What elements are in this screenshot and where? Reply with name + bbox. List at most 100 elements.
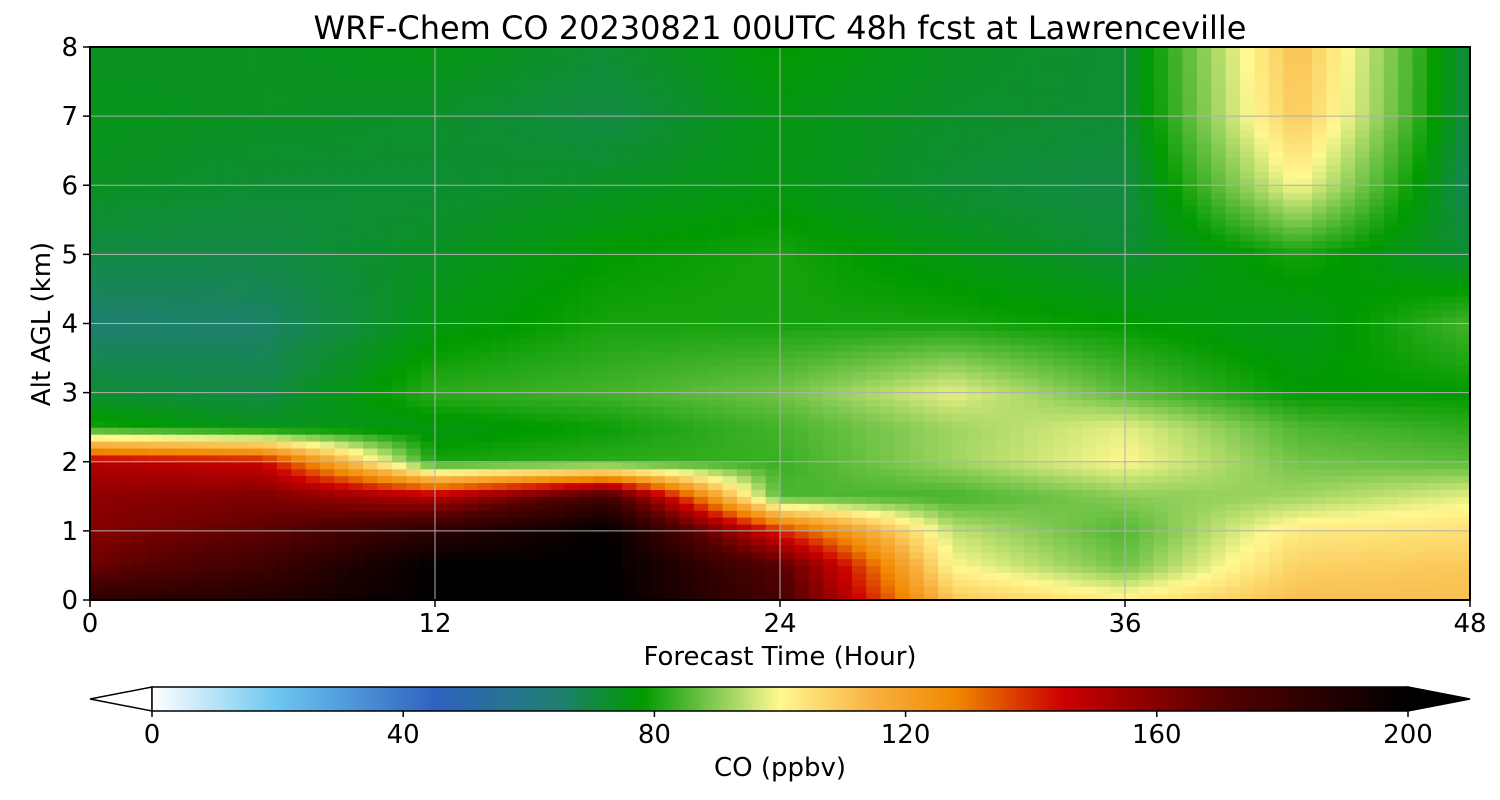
heatmap-cell	[1010, 565, 1025, 573]
heatmap-cell	[851, 371, 867, 380]
heatmap-cell	[923, 565, 939, 573]
heatmap-cell	[923, 454, 939, 463]
heatmap-cell	[1340, 544, 1356, 553]
heatmap-cell	[363, 441, 379, 449]
heatmap-cell	[161, 586, 177, 594]
heatmap-cell	[1081, 288, 1097, 297]
heatmap-cell	[535, 447, 551, 456]
heatmap-cell	[90, 316, 105, 325]
heatmap-cell	[248, 406, 264, 414]
heatmap-cell	[463, 586, 479, 594]
heatmap-cell	[1326, 434, 1342, 442]
heatmap-cell	[535, 579, 551, 587]
heatmap-cell	[262, 268, 278, 276]
heatmap-cell	[492, 385, 508, 394]
heatmap-cell	[938, 579, 954, 587]
heatmap-cell	[535, 496, 551, 504]
heatmap-cell	[1326, 268, 1342, 276]
heatmap-cell	[276, 565, 292, 573]
heatmap-cell	[406, 247, 422, 255]
heatmap-cell	[751, 385, 767, 394]
heatmap-cell	[133, 565, 149, 573]
heatmap-cell	[1268, 351, 1284, 359]
heatmap-cell	[262, 461, 278, 470]
heatmap-cell	[1283, 454, 1299, 463]
heatmap-cell	[866, 510, 882, 518]
heatmap-cell	[1038, 275, 1054, 283]
heatmap-cell	[636, 406, 652, 414]
heatmap-cell	[679, 406, 695, 414]
heatmap-cell	[1369, 261, 1385, 269]
heatmap-cell	[205, 441, 220, 449]
heatmap-cell	[751, 530, 767, 539]
heatmap-cell	[1455, 434, 1470, 442]
heatmap-cell	[765, 261, 781, 269]
heatmap-cell	[535, 351, 551, 359]
heatmap-cell	[966, 337, 982, 345]
heatmap-cell	[1283, 330, 1299, 338]
heatmap-cell	[1268, 523, 1284, 532]
heatmap-cell	[147, 254, 163, 262]
heatmap-cell	[593, 282, 609, 290]
heatmap-cell	[377, 302, 393, 311]
heatmap-cell	[161, 468, 177, 477]
heatmap-cell	[981, 261, 997, 269]
heatmap-cell	[866, 475, 882, 484]
heatmap-cell	[593, 565, 609, 573]
heatmap-cell	[938, 392, 954, 401]
heatmap-cell	[1168, 537, 1184, 546]
heatmap-cell	[406, 489, 422, 497]
heatmap-cell	[1024, 295, 1040, 304]
heatmap-cell	[176, 371, 192, 380]
heatmap-cell	[1153, 392, 1169, 401]
heatmap-cell	[1182, 358, 1198, 366]
heatmap-cell	[1254, 496, 1270, 504]
heatmap-cell	[305, 586, 321, 594]
heatmap-cell	[938, 358, 954, 366]
heatmap-cell	[1067, 371, 1083, 380]
heatmap-cell	[348, 406, 364, 414]
heatmap-cell	[780, 441, 795, 449]
heatmap-cell	[823, 586, 839, 594]
heatmap-cell	[736, 392, 752, 401]
heatmap-cell	[176, 461, 192, 470]
heatmap-cell	[463, 537, 479, 546]
heatmap-cell	[837, 489, 853, 497]
heatmap-cell	[1125, 406, 1140, 414]
heatmap-cell	[981, 510, 997, 518]
heatmap-cell	[1182, 330, 1198, 338]
heatmap-cell	[348, 441, 364, 449]
heatmap-cell	[90, 441, 105, 449]
heatmap-cell	[478, 309, 494, 318]
heatmap-cell	[1441, 579, 1457, 587]
heatmap-cell	[478, 503, 494, 511]
heatmap-cell	[607, 544, 623, 553]
heatmap-cell	[765, 447, 781, 456]
heatmap-cell	[521, 551, 537, 560]
heatmap-cell	[808, 413, 824, 421]
heatmap-cell	[348, 489, 364, 497]
heatmap-cell	[118, 523, 134, 532]
heatmap-cell	[837, 392, 853, 401]
heatmap-cell	[564, 247, 580, 255]
heatmap-cell	[1182, 461, 1198, 470]
heatmap-cell	[521, 523, 537, 532]
heatmap-cell	[320, 461, 335, 470]
heatmap-cell	[334, 427, 350, 435]
heatmap-cell	[478, 454, 494, 463]
heatmap-cell	[823, 351, 839, 359]
heatmap-cell	[506, 385, 522, 394]
heatmap-cell	[1139, 489, 1155, 497]
heatmap-cell	[248, 295, 264, 304]
heatmap-cell	[794, 586, 810, 594]
heatmap-cell	[1311, 551, 1327, 560]
heatmap-cell	[1139, 427, 1155, 435]
heatmap-cell	[909, 295, 925, 304]
heatmap-cell	[909, 323, 925, 332]
heatmap-cell	[794, 254, 810, 262]
heatmap-cell	[133, 351, 149, 359]
heatmap-cell	[607, 385, 623, 394]
heatmap-cell	[535, 413, 551, 421]
heatmap-cell	[1182, 337, 1198, 345]
heatmap-cell	[550, 364, 565, 373]
